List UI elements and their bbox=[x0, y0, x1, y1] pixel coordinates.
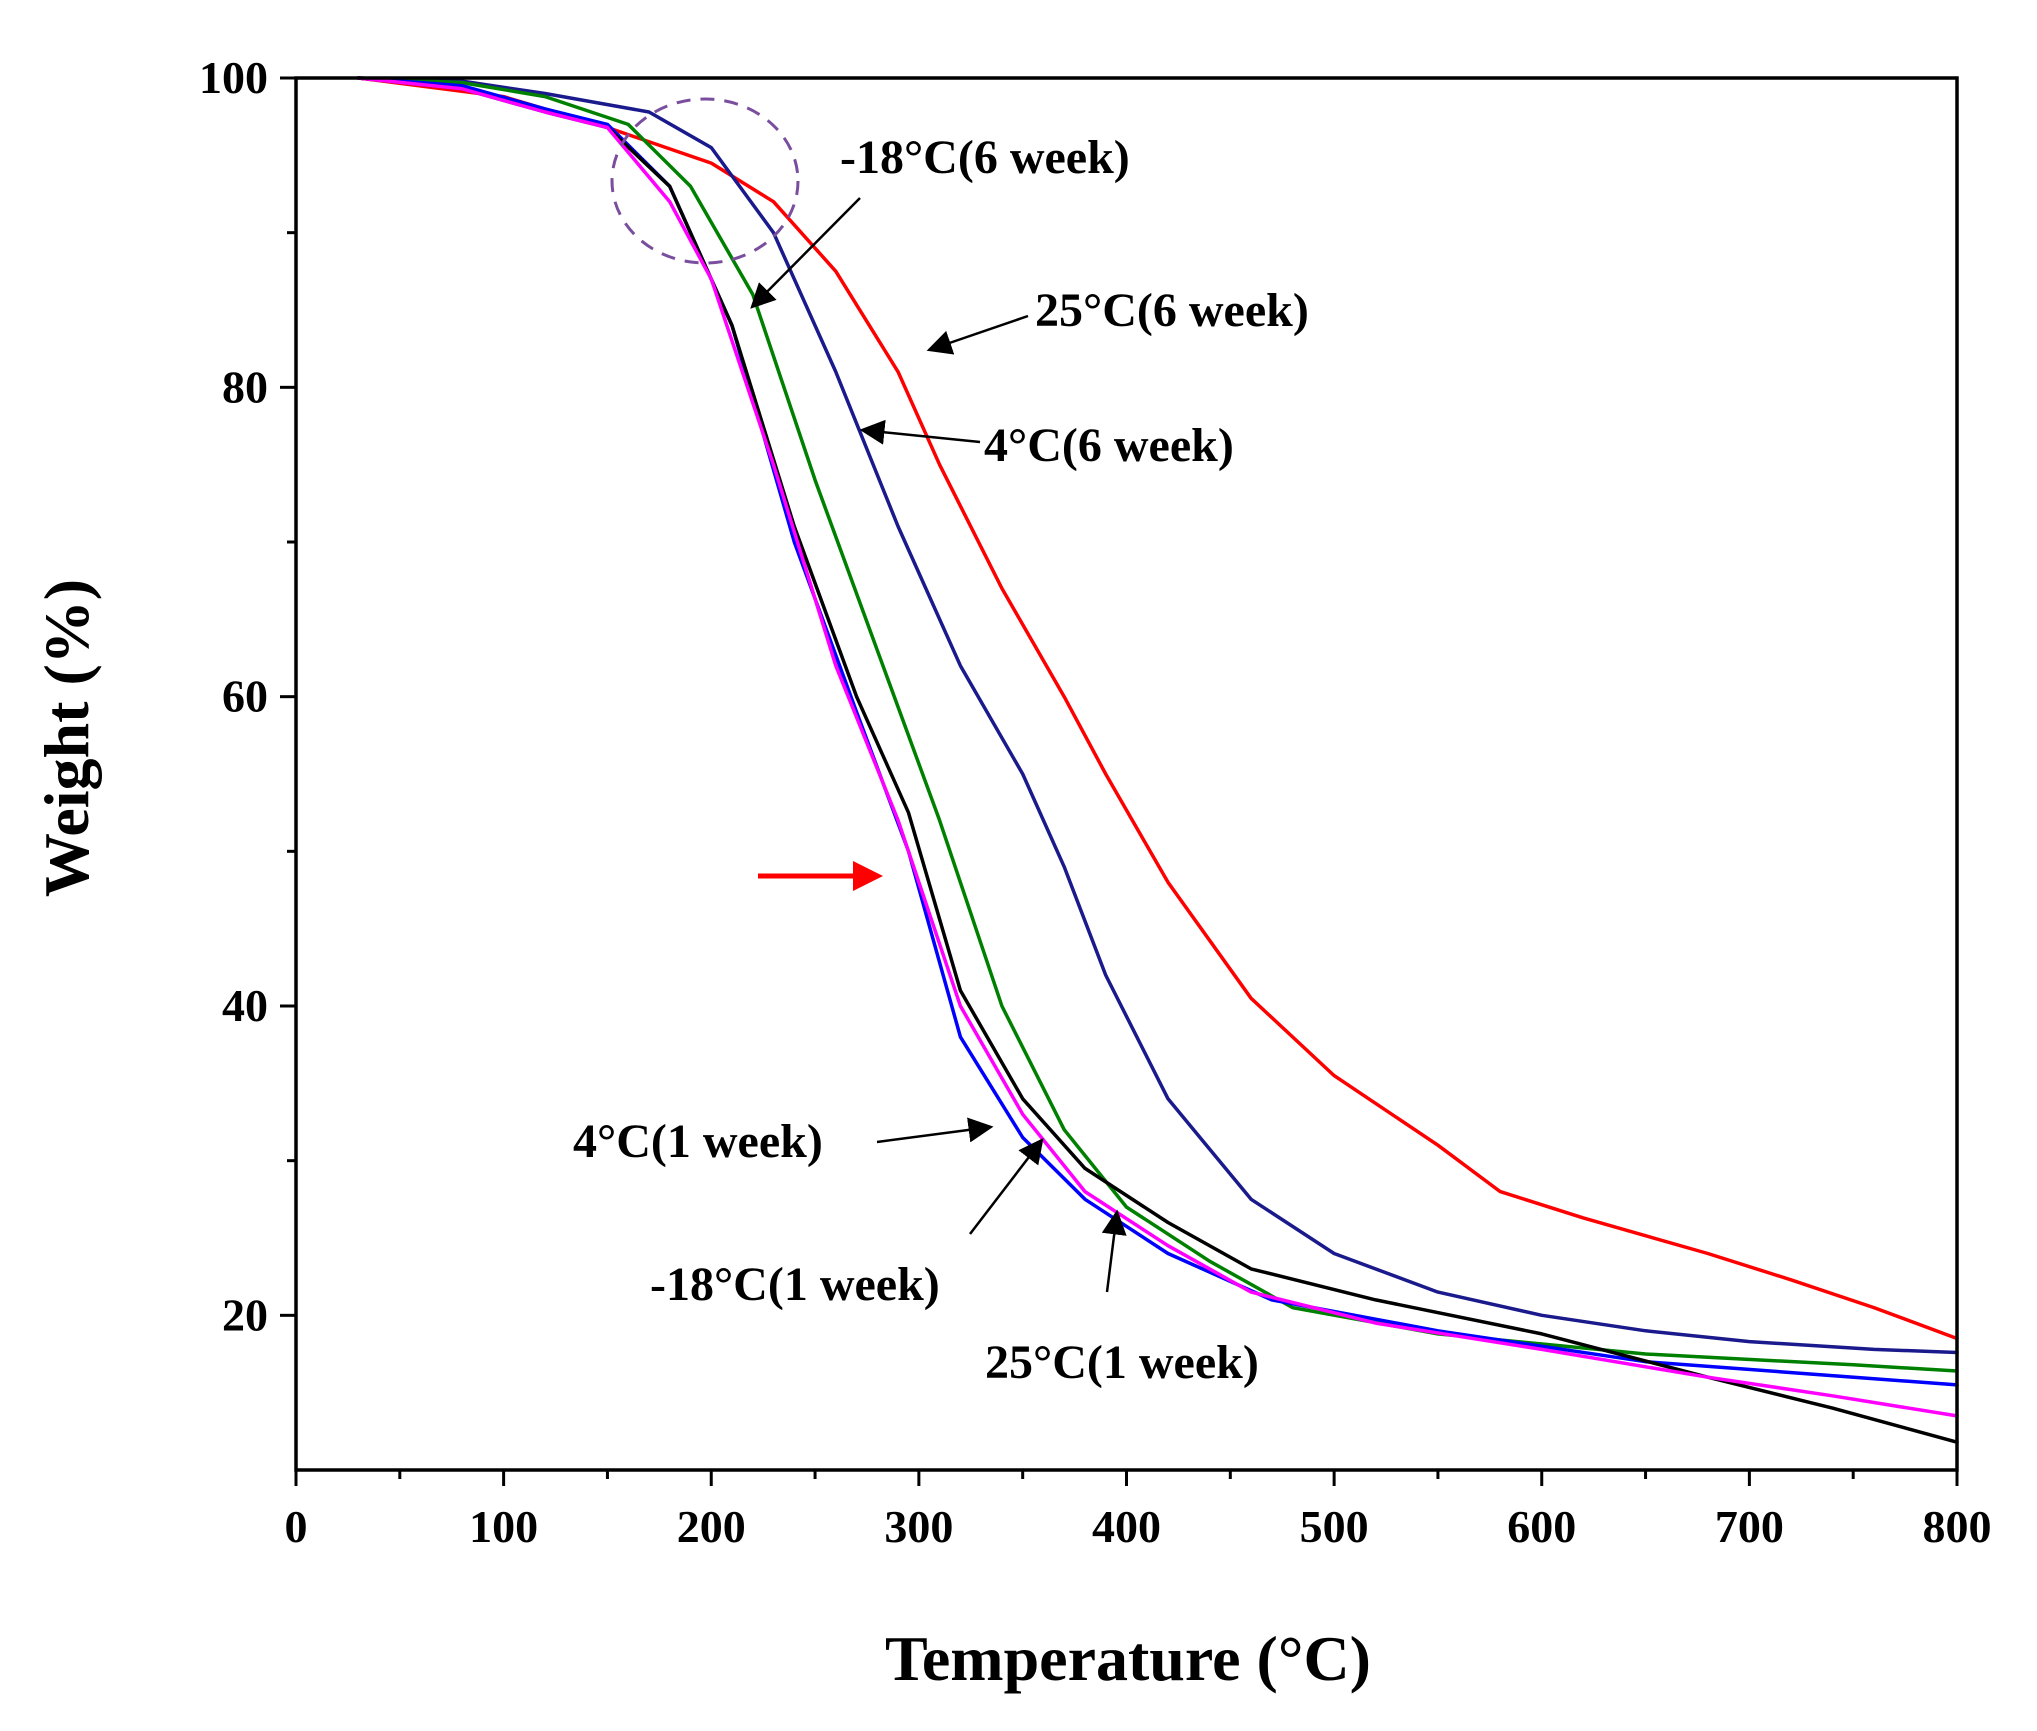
y-tick-label: 20 bbox=[222, 1289, 268, 1340]
series-line-2 bbox=[356, 76, 1959, 1373]
label-4-6week: 4°C(6 week) bbox=[984, 419, 1234, 472]
series-line-3 bbox=[356, 76, 1959, 1387]
x-tick-label: 0 bbox=[285, 1501, 308, 1552]
x-tick-label: 500 bbox=[1300, 1501, 1369, 1552]
x-tick-label: 400 bbox=[1092, 1501, 1161, 1552]
y-tick-label: 100 bbox=[199, 52, 268, 103]
label-25-1week: 25°C(1 week) bbox=[985, 1336, 1259, 1389]
x-tick-label: 200 bbox=[677, 1501, 746, 1552]
x-tick-label: 300 bbox=[884, 1501, 953, 1552]
series-line-5 bbox=[356, 76, 1959, 1418]
series-layer bbox=[356, 76, 1959, 1444]
x-axis-title: Temperature (°C) bbox=[885, 1623, 1371, 1694]
arrow-25-6week bbox=[926, 314, 1029, 355]
arrow-25-1week bbox=[1101, 1209, 1127, 1293]
label-minus18-6week: -18°C(6 week) bbox=[840, 131, 1130, 184]
arrow-4-6week bbox=[859, 419, 981, 445]
x-tick-label: 600 bbox=[1507, 1501, 1576, 1552]
label-minus18-1week: -18°C(1 week) bbox=[650, 1258, 940, 1311]
annotation-arrows bbox=[750, 197, 1127, 1293]
label-4-1week: 4°C(1 week) bbox=[573, 1115, 823, 1168]
series-line-1 bbox=[356, 76, 1959, 1355]
y-axis-title: Weight (%) bbox=[31, 579, 102, 897]
y-tick-label: 60 bbox=[222, 671, 268, 722]
highlight-circle bbox=[610, 97, 800, 265]
axes-layer: 0 100 200 300 400 500 600 700 800 20 40 60 80 100 bbox=[199, 52, 1992, 1552]
x-tick-label: 800 bbox=[1923, 1501, 1992, 1552]
x-tick-label: 700 bbox=[1715, 1501, 1784, 1552]
label-25-6week: 25°C(6 week) bbox=[1035, 284, 1309, 337]
y-tick-label: 40 bbox=[222, 980, 268, 1031]
arrow-minus18-6week bbox=[750, 197, 861, 309]
arrow-4-1week bbox=[876, 1117, 994, 1144]
arrow-minus18-1week bbox=[969, 1138, 1044, 1235]
x-tick-label: 100 bbox=[469, 1501, 538, 1552]
y-tick-label: 80 bbox=[222, 361, 268, 412]
